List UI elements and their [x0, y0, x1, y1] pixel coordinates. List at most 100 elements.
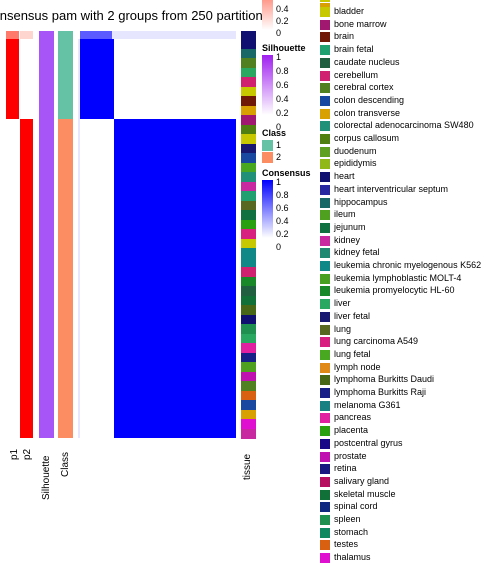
tissue-label: ileum	[334, 209, 356, 220]
consensus-tick: 0	[276, 242, 282, 252]
p1-cell-1	[6, 39, 19, 119]
tissue-swatch	[320, 83, 330, 94]
tissue-cell	[241, 77, 256, 87]
top-strip-p1	[6, 31, 19, 39]
tissue-swatch	[320, 413, 330, 424]
consensus-tick: 1	[276, 177, 282, 187]
tissue-swatch	[320, 7, 330, 17]
tissue-cell	[241, 143, 256, 154]
silhouette-tick: 0.2	[276, 108, 289, 118]
tissue-cell	[241, 105, 256, 116]
tissue-swatch	[320, 70, 330, 81]
p2-cell-2	[20, 119, 33, 438]
tissue-cell	[241, 48, 256, 59]
heatmap-block-1	[80, 39, 114, 119]
tissue-swatch	[320, 527, 330, 538]
tissue-cell	[241, 381, 256, 391]
tissue-cell	[241, 333, 256, 344]
tissue-label: retina	[334, 463, 357, 474]
tissue-swatch-partial	[320, 0, 330, 2]
tissue-cell	[241, 153, 256, 163]
tissue-label: brain fetal	[334, 44, 374, 55]
tissue-cell	[241, 67, 256, 78]
tissue-cell	[241, 181, 256, 192]
tissue-cell	[241, 200, 256, 211]
tissue-cell	[241, 219, 256, 230]
tissue-swatch	[320, 121, 330, 132]
tissue-swatch	[320, 375, 330, 386]
tissue-label: cerebral cortex	[334, 82, 394, 93]
silhouette-tick: 0.8	[276, 66, 289, 76]
p1-cell-2	[6, 119, 19, 438]
consensus-tick: 0.8	[276, 190, 289, 200]
tissue-label: heart interventricular septum	[334, 183, 449, 194]
tissue-label: spleen	[334, 514, 361, 524]
tissue-label: jejunum	[334, 221, 366, 232]
tissue-swatch	[320, 222, 330, 233]
silhouette-tick: 0	[276, 122, 282, 132]
consensus-tick: 0.6	[276, 203, 289, 213]
tissue-label: brain	[334, 31, 355, 42]
prob-tick: 0.4	[276, 4, 289, 14]
tissue-swatch	[320, 273, 330, 284]
tissue-label: stomach	[334, 526, 369, 537]
tissue-label: bladder	[334, 6, 365, 16]
tissue-cell	[241, 390, 256, 401]
tissue-label: colon transverse	[334, 107, 401, 118]
chart-title: consensus pam with 2 groups from 250 par…	[0, 8, 270, 23]
tissue-label: lymph node	[334, 361, 381, 372]
silhouette-tick: 0.4	[276, 94, 289, 104]
tissue-swatch	[320, 184, 330, 195]
class-label-2: 2	[276, 152, 282, 162]
tissue-label: leukemia chronic myelogenous K562	[334, 260, 482, 270]
tissue-cell	[241, 324, 256, 334]
tissue-swatch	[320, 464, 330, 475]
tissue-cell	[241, 343, 256, 353]
tissue-label: melanoma G361	[334, 399, 401, 410]
tissue-label: liver	[334, 298, 351, 309]
tissue-cell	[241, 305, 256, 315]
tissue-label: pancreas	[334, 412, 372, 423]
tissue-label: thalamus	[334, 552, 371, 563]
tissue-cell	[241, 352, 256, 363]
tissue-cell	[241, 371, 256, 382]
tissue-swatch	[320, 349, 330, 360]
tissue-swatch	[320, 324, 330, 335]
tissue-label: lymphoma Burkitts Daudi	[334, 374, 435, 385]
class-swatch-2	[262, 152, 273, 163]
tissue-label: heart	[334, 171, 355, 182]
tissue-cell	[241, 115, 256, 125]
tissue-cell	[241, 172, 256, 182]
heatmap-edge	[78, 39, 80, 438]
silhouette-legend-title: Silhouette	[262, 43, 306, 53]
silhouette-tick: 1	[276, 52, 282, 62]
top-strip-class-1	[58, 31, 73, 39]
col-label-p2: p2	[22, 448, 33, 460]
tissue-cell	[241, 362, 256, 372]
tissue-swatch	[320, 108, 330, 119]
tissue-label: colorectal adenocarcinoma SW480	[334, 120, 474, 131]
tissue-swatch	[320, 337, 330, 348]
tissue-swatch	[320, 95, 330, 106]
consensus-gradient	[262, 180, 273, 238]
tissue-label: corpus callosum	[334, 133, 400, 143]
heatmap-block-1-off	[114, 39, 236, 119]
tissue-label: lung fetal	[334, 348, 371, 359]
class-cell-2	[58, 119, 73, 438]
tissue-label: spinal cord	[334, 501, 378, 512]
tissue-swatch	[320, 438, 330, 449]
consensus-legend-title: Consensus	[262, 168, 311, 178]
tissue-swatch	[320, 489, 330, 500]
tissue-cell	[241, 428, 256, 439]
tissue-swatch	[320, 210, 330, 221]
tissue-label: colon descending	[334, 94, 405, 105]
tissue-cell	[241, 229, 256, 239]
tissue-swatch	[320, 32, 330, 43]
silhouette-cell-2	[39, 119, 54, 438]
tissue-cell	[241, 400, 256, 410]
class-cell-1	[58, 39, 73, 119]
prob-tick: 0.2	[276, 16, 289, 26]
class-label-1: 1	[276, 140, 282, 150]
tissue-cell	[241, 286, 256, 296]
silhouette-cell-1	[39, 39, 54, 119]
